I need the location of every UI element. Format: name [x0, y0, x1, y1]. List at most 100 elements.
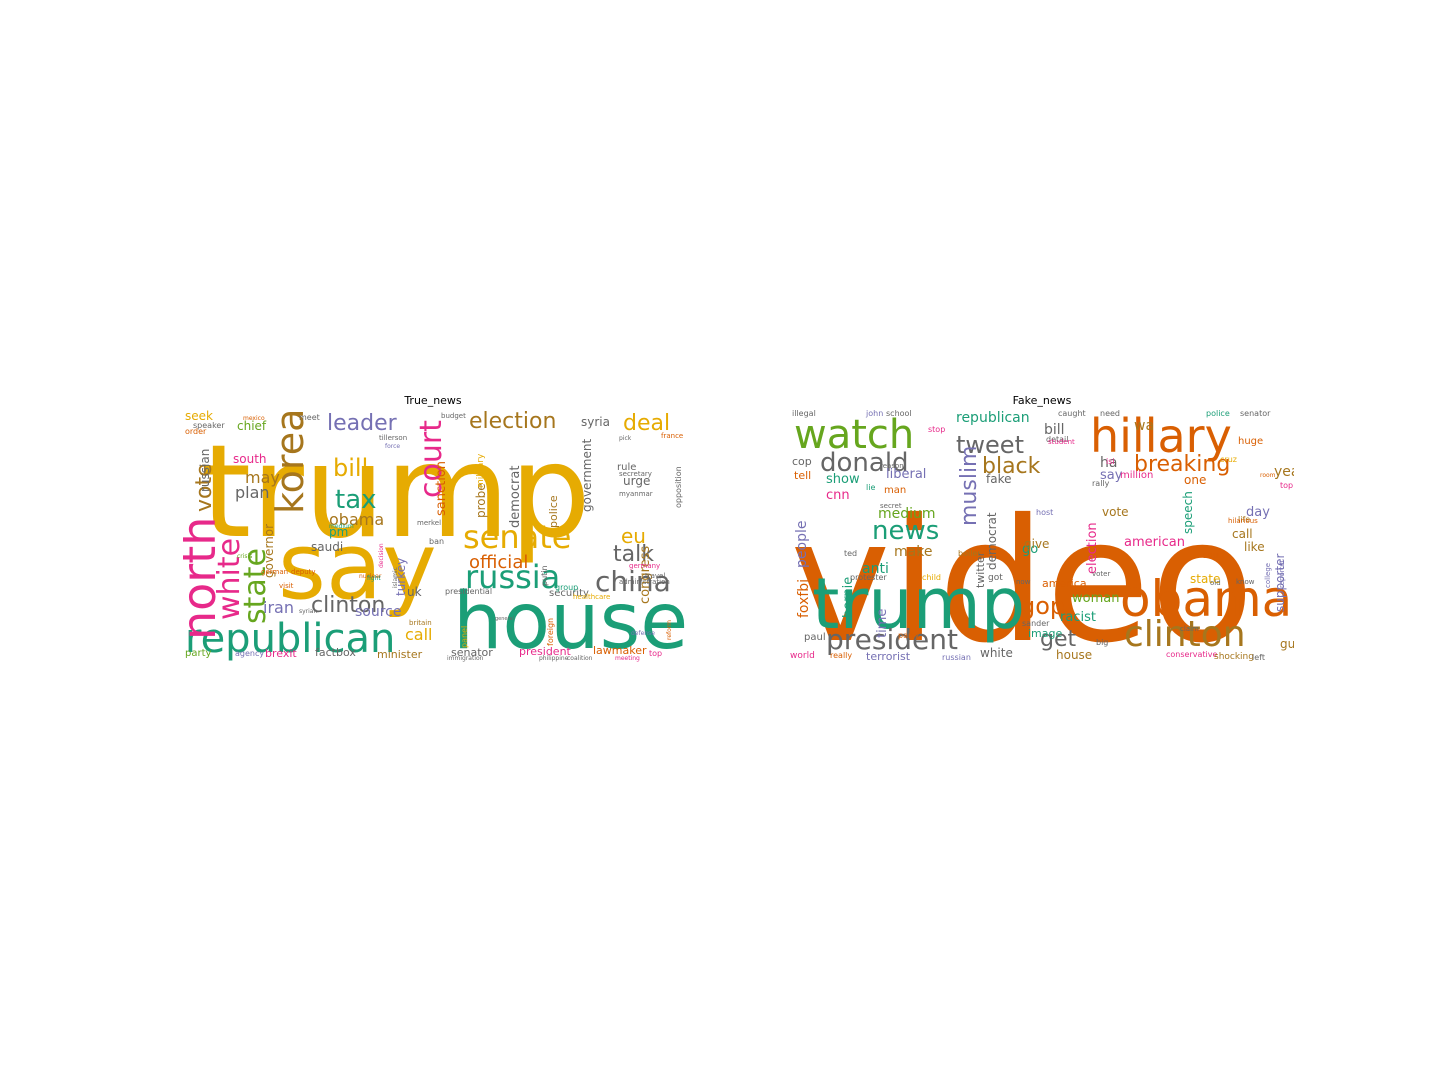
word-court: court — [1202, 551, 1226, 561]
word-huge: huge — [1238, 436, 1263, 447]
word-man: man — [884, 485, 906, 496]
word-day: day — [1246, 505, 1270, 520]
word-ha: ha — [1100, 455, 1117, 471]
word-fake: fake — [986, 472, 1011, 486]
word-say: say — [278, 513, 437, 620]
word-north: north — [183, 517, 226, 640]
word-source: source — [355, 604, 402, 620]
word-john: john — [865, 409, 883, 418]
word-panel: panel — [460, 626, 469, 648]
word-lawmaker: lawmaker — [593, 644, 647, 657]
word-plan: plan — [235, 483, 270, 502]
word-republican: republican — [185, 616, 395, 662]
word-iran: iran — [263, 598, 294, 617]
word-election: election — [1085, 522, 1100, 574]
fake-news-wordcloud: video trump obama hillary clinton watch presid… — [790, 408, 1294, 662]
word-urge: urge — [623, 474, 650, 488]
word-may: may — [245, 468, 280, 487]
word-tax: tax — [335, 485, 377, 515]
word-call: call — [405, 625, 433, 644]
word-twitter: twitter — [974, 551, 987, 588]
word-trump: trump — [201, 418, 591, 567]
word-sanction: sanction — [434, 461, 449, 516]
word-protester: protester — [850, 573, 887, 582]
word-reform: reform — [666, 620, 673, 640]
word-left: left — [1252, 653, 1265, 662]
word-deal: deal — [623, 411, 670, 436]
word-coalition: coalition — [567, 655, 593, 662]
word-agency: agency — [235, 649, 264, 658]
word-trump: trump — [812, 563, 1025, 645]
word-big: big — [1096, 638, 1108, 647]
word-military: military — [476, 453, 486, 488]
word-senator: senator — [1240, 409, 1271, 418]
word-bill: bill — [1044, 422, 1065, 438]
word-russia: russia — [465, 558, 560, 596]
word-cop: cop — [792, 455, 812, 468]
word-russian: russian — [198, 449, 212, 492]
word-turkey: turkey — [394, 558, 408, 596]
word-house: house — [453, 577, 687, 662]
word-congress: congress — [638, 546, 653, 604]
word-american: american — [1124, 535, 1185, 550]
word-like: like — [1244, 540, 1265, 554]
word-republican: republican — [956, 410, 1030, 426]
word-order: order — [185, 427, 207, 436]
word-isi: isi — [1106, 457, 1115, 466]
word-reason: reason — [880, 462, 904, 470]
word-hilarious: hilarious — [1228, 517, 1258, 525]
word-illegal: illegal — [792, 409, 816, 418]
word-video: video — [790, 483, 1254, 662]
word-muslim: muslim — [957, 446, 982, 527]
word-putin: putin — [540, 565, 549, 586]
word-mexico: mexico — [243, 415, 265, 422]
word-security: security — [549, 588, 589, 599]
word-bill: bill — [333, 454, 368, 482]
word-syrian: syrian — [299, 608, 317, 615]
word-white: white — [980, 646, 1013, 660]
word-nuclear: nuclear — [359, 573, 382, 580]
word-detail: detail — [1046, 435, 1068, 444]
word-clinton: clinton — [311, 593, 385, 618]
word-medium: medium — [878, 506, 936, 522]
word-school: school — [886, 409, 912, 418]
word-exclusive: exclusive — [183, 566, 185, 598]
word-room: room — [1260, 472, 1276, 479]
word-president: president — [519, 645, 572, 658]
word-party: party — [185, 648, 212, 659]
word-factbox: factbox — [315, 646, 356, 659]
word-speech: speech — [1181, 491, 1195, 534]
word-party: party — [898, 631, 919, 640]
word-pick: pick — [619, 435, 632, 442]
word-cnn: cnn — [826, 488, 850, 503]
word-make: make — [894, 544, 932, 560]
word-immigration: immigration — [447, 655, 484, 662]
word-russian: russian — [942, 653, 971, 662]
word-uk: uk — [407, 585, 422, 599]
word-supporter: supporter — [1273, 554, 1287, 612]
word-now: now — [1016, 578, 1031, 586]
word-need: need — [1100, 409, 1120, 418]
word-anti: anti — [862, 561, 889, 577]
word-court: court — [414, 420, 449, 498]
word-police: police — [547, 495, 560, 528]
word-breaking: breaking — [1134, 452, 1230, 477]
word-get: get — [1040, 627, 1077, 652]
word-rally: rally — [1092, 479, 1110, 488]
word-house: house — [1056, 648, 1092, 662]
word-defense: defense — [631, 630, 655, 637]
word-life: life — [1238, 515, 1250, 524]
word-south: south — [233, 452, 267, 466]
word-china: china — [595, 565, 671, 598]
fake-news-title: Fake_news — [1012, 394, 1072, 407]
word-watch: watch — [794, 412, 914, 458]
word-korea: korea — [268, 409, 312, 514]
word-democrat: democrat — [508, 466, 523, 528]
word-general: general — [495, 616, 514, 622]
word-say: say — [1100, 468, 1123, 483]
word-clinton: clinton — [1124, 614, 1246, 655]
word-brexit: brexit — [265, 647, 297, 660]
word-top: top — [1280, 481, 1293, 490]
word-tillerson: tillerson — [379, 434, 407, 442]
